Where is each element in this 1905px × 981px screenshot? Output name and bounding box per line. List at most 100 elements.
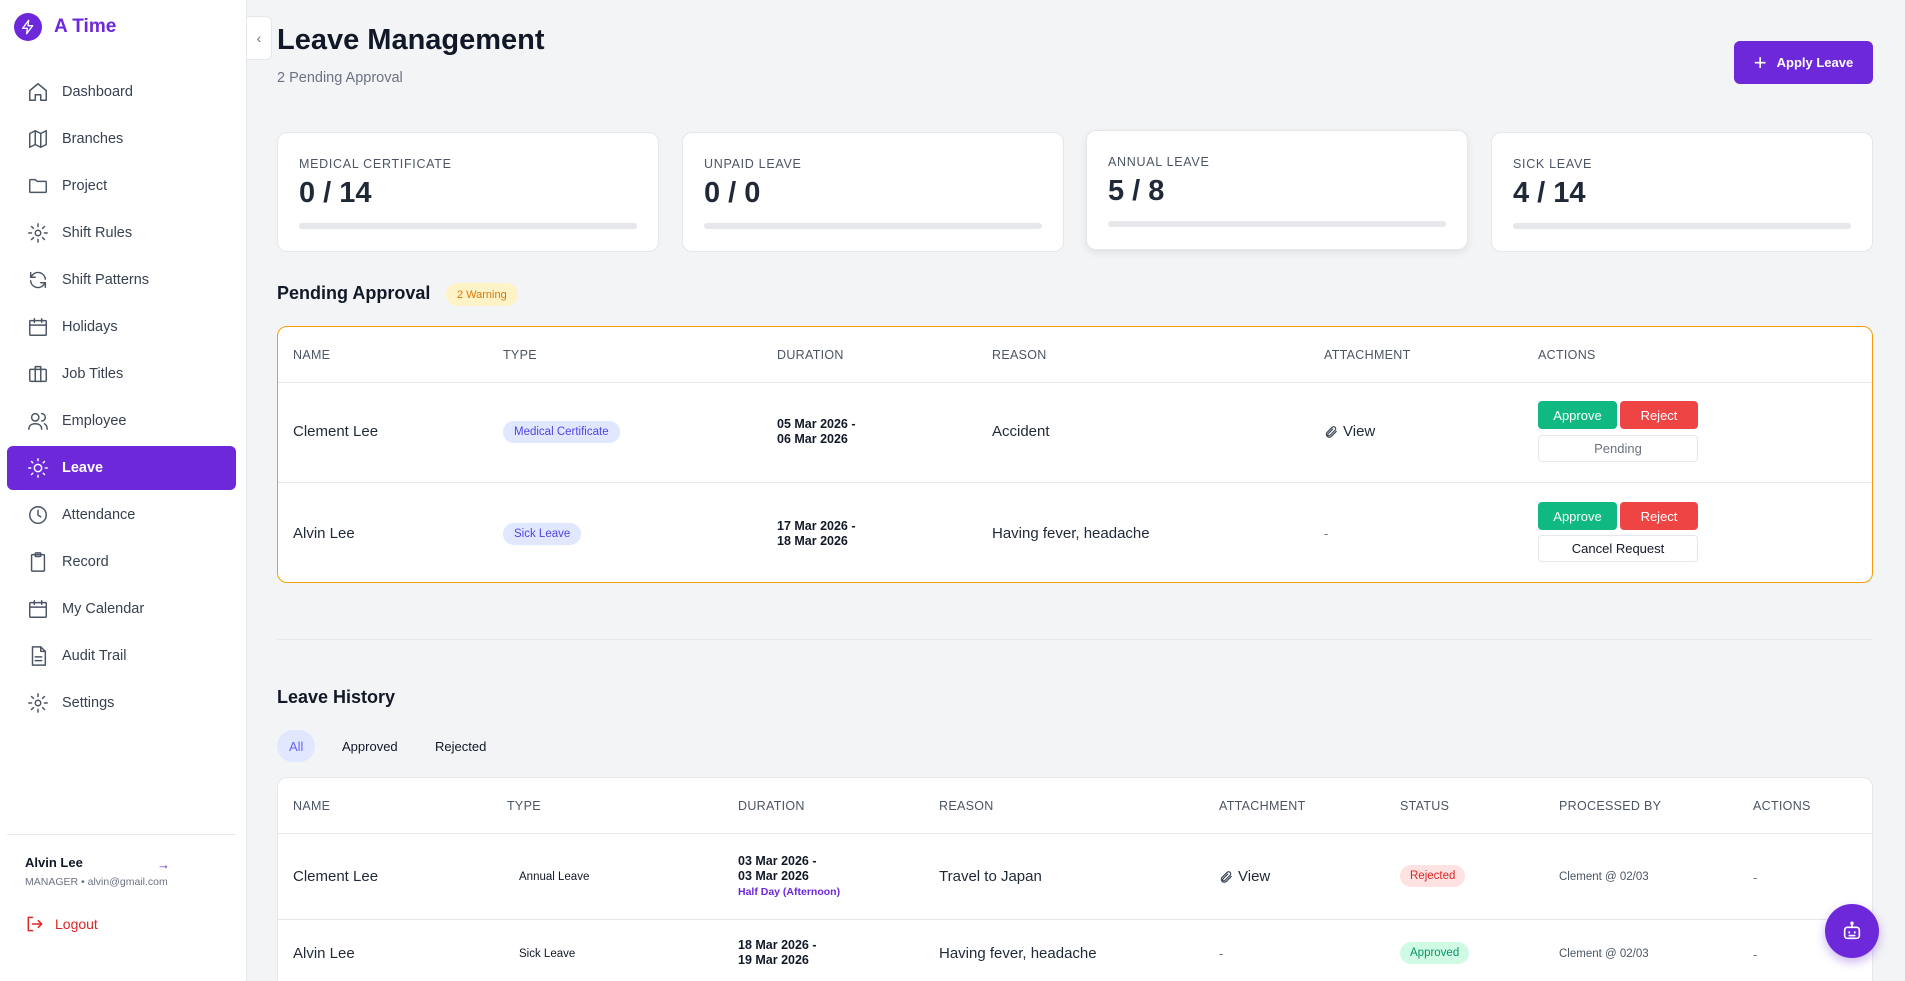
duration-from: 05 Mar 2026 -	[777, 417, 856, 431]
sidebar-item-label: Shift Rules	[62, 225, 133, 241]
column-header: Type	[503, 348, 537, 362]
sidebar-item-leave[interactable]: Leave	[7, 446, 236, 490]
column-header: Actions	[1753, 799, 1811, 813]
sidebar-item-label: Record	[62, 554, 109, 570]
cancel-request-button[interactable]: Cancel Request	[1538, 535, 1698, 562]
stat-label: Annual Leave	[1108, 155, 1210, 169]
reject-button[interactable]: Reject	[1620, 401, 1698, 429]
column-header: Reason	[992, 348, 1047, 362]
sidebar-item-attendance[interactable]: Attendance	[7, 493, 236, 537]
duration: 03 Mar 2026 - 03 Mar 2026 Half Day (Afte…	[738, 854, 840, 898]
user-profile: Alvin Lee → MANAGER • alvin@gmail.com Lo…	[7, 834, 236, 934]
pending-approval-table: Name Type Duration Reason Attachment Act…	[277, 326, 1873, 583]
duration-to: 06 Mar 2026	[777, 432, 848, 446]
filter-tab-all[interactable]: All	[277, 730, 316, 762]
apply-leave-button[interactable]: + Apply Leave	[1734, 41, 1873, 84]
stat-card-sick-leave: Sick Leave 4 / 14	[1491, 132, 1873, 252]
employee-name: Clement Lee	[293, 423, 379, 440]
warning-badge: 2 Warning	[446, 283, 518, 306]
sidebar-item-label: Audit Trail	[62, 648, 127, 664]
sidebar-item-shift-patterns[interactable]: Shift Patterns	[7, 258, 236, 302]
leave-reason: Accident	[992, 423, 1050, 440]
stat-progress-bar	[1513, 223, 1851, 229]
arrow-right-icon[interactable]: →	[157, 857, 170, 872]
sidebar-item-label: Job Titles	[62, 366, 124, 382]
column-header: Attachment	[1324, 348, 1411, 362]
attachment-label: View	[1238, 868, 1271, 885]
sidebar-item-holidays[interactable]: Holidays	[7, 305, 236, 349]
sidebar-item-dashboard[interactable]: Dashboard	[7, 70, 236, 114]
pending-approval-title: Pending Approval	[277, 283, 431, 303]
processed-by: Clement @ 02/03	[1559, 948, 1649, 960]
sidebar-item-record[interactable]: Record	[7, 540, 236, 584]
leave-reason: Having fever, headache	[939, 945, 1097, 962]
paperclip-icon	[1220, 870, 1232, 883]
row-actions: -	[1753, 947, 1758, 962]
robot-icon	[1843, 921, 1861, 940]
leave-reason: Travel to Japan	[939, 868, 1042, 885]
sidebar-item-employee[interactable]: Employee	[7, 399, 236, 443]
column-header: Name	[293, 348, 331, 362]
filter-tab-rejected[interactable]: Rejected	[435, 738, 487, 754]
logout-icon	[27, 916, 43, 932]
collapse-sidebar-button[interactable]: ‹	[247, 16, 272, 60]
leave-reason: Having fever, headache	[992, 525, 1150, 542]
status-badge: Approved	[1400, 942, 1470, 964]
view-attachment-link[interactable]: View	[1324, 423, 1375, 440]
sidebar-nav: Dashboard Branches Project Shift Rules S…	[7, 70, 236, 728]
sun-icon	[28, 458, 48, 478]
sidebar-item-label: Dashboard	[62, 84, 133, 100]
column-header: Duration	[777, 348, 844, 362]
table-row: Clement Lee Medical Certificate 05 Mar 2…	[278, 383, 1872, 483]
attachment-empty: -	[1219, 946, 1224, 961]
stat-value: 4 / 14	[1513, 177, 1586, 209]
sidebar-item-label: My Calendar	[62, 601, 145, 617]
logout-button[interactable]: Logout	[25, 914, 236, 934]
attachment-empty: -	[1324, 526, 1329, 541]
stat-card-medical-certificate: Medical Certificate 0 / 14	[277, 132, 659, 252]
sidebar-item-my-calendar[interactable]: My Calendar	[7, 587, 236, 631]
employee-name: Alvin Lee	[293, 945, 355, 962]
calendar-icon	[29, 600, 47, 618]
clipboard-icon	[30, 552, 46, 572]
map-icon	[29, 130, 47, 148]
approve-button[interactable]: Approve	[1538, 502, 1617, 530]
column-header: Attachment	[1219, 799, 1306, 813]
page-title: Leave Management	[277, 24, 545, 56]
processed-by: Clement @ 02/03	[1559, 871, 1649, 883]
sidebar-item-branches[interactable]: Branches	[7, 117, 236, 161]
reject-button[interactable]: Reject	[1620, 502, 1698, 530]
sidebar-item-job-titles[interactable]: Job Titles	[7, 352, 236, 396]
table-header: Name Type Duration Reason Attachment Sta…	[278, 778, 1872, 834]
filter-tab-approved[interactable]: Approved	[342, 738, 398, 754]
sidebar-item-project[interactable]: Project	[7, 164, 236, 208]
sidebar-item-shift-rules[interactable]: Shift Rules	[7, 211, 236, 255]
stat-label: Medical Certificate	[299, 157, 452, 171]
user-meta: MANAGER • alvin@gmail.com	[25, 876, 168, 888]
row-actions: -	[1753, 870, 1758, 885]
sidebar-item-label: Branches	[62, 131, 124, 147]
brand[interactable]: A Time	[14, 13, 116, 41]
column-header: Processed By	[1559, 799, 1662, 813]
sidebar-item-audit-trail[interactable]: Audit Trail	[7, 634, 236, 678]
view-attachment-link[interactable]: View	[1219, 868, 1270, 885]
approve-button[interactable]: Approve	[1538, 401, 1617, 429]
column-header: Actions	[1538, 348, 1596, 362]
duration: 18 Mar 2026 - 19 Mar 2026	[738, 938, 817, 968]
stat-card-unpaid-leave: Unpaid Leave 0 / 0	[682, 132, 1064, 252]
stat-label: Sick Leave	[1513, 157, 1593, 171]
sidebar: A Time Dashboard Branches Project Shift …	[0, 0, 247, 981]
sidebar-item-settings[interactable]: Settings	[7, 681, 236, 725]
section-divider	[277, 639, 1873, 640]
chatbot-button[interactable]	[1825, 904, 1879, 958]
refresh-icon	[29, 271, 47, 289]
duration-from: 17 Mar 2026 -	[777, 519, 856, 533]
apply-leave-label: Apply Leave	[1776, 55, 1854, 70]
column-header: Duration	[738, 799, 805, 813]
duration: 17 Mar 2026 - 18 Mar 2026	[777, 519, 856, 549]
folder-icon	[29, 178, 47, 194]
users-icon	[28, 412, 48, 430]
leave-history-table: Name Type Duration Reason Attachment Sta…	[277, 777, 1873, 981]
column-header: Reason	[939, 799, 994, 813]
duration-from: 03 Mar 2026 -	[738, 854, 817, 868]
